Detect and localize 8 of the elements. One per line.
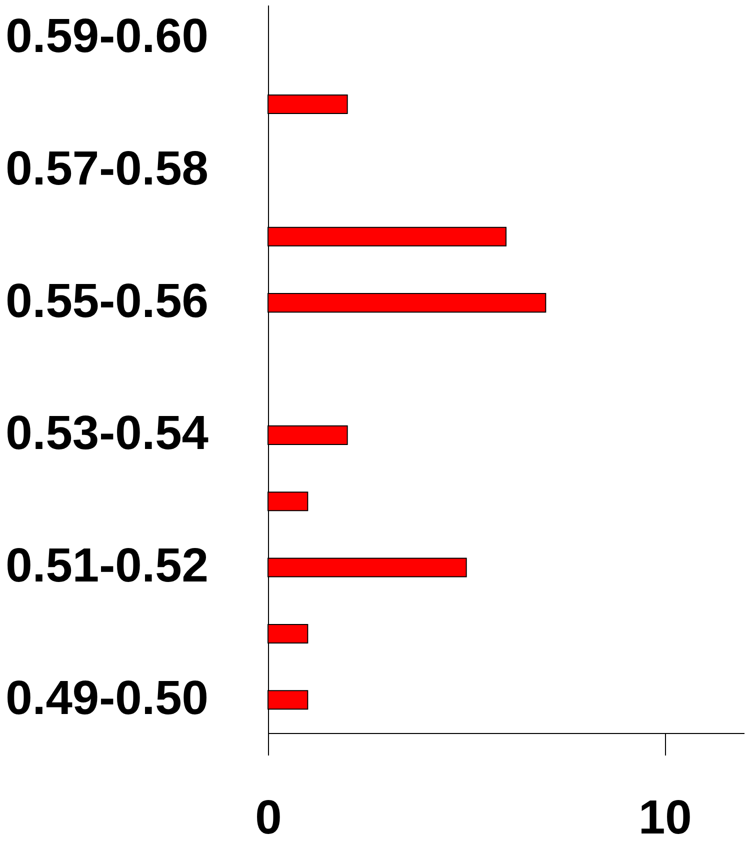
y-tick-label: 0.57-0.58 [6,142,208,196]
y-tick-label: 0.55-0.56 [6,274,208,328]
y-tick-label: 0.49-0.50 [6,672,208,725]
y-tick-label: 0.59-0.60 [6,10,208,64]
y-tick-label: 0.51-0.52 [6,540,208,593]
x-tick-label: 10 [638,792,692,844]
y-tick-label: 0.53-0.54 [6,407,209,460]
x-tick-label: 0 [255,792,282,844]
